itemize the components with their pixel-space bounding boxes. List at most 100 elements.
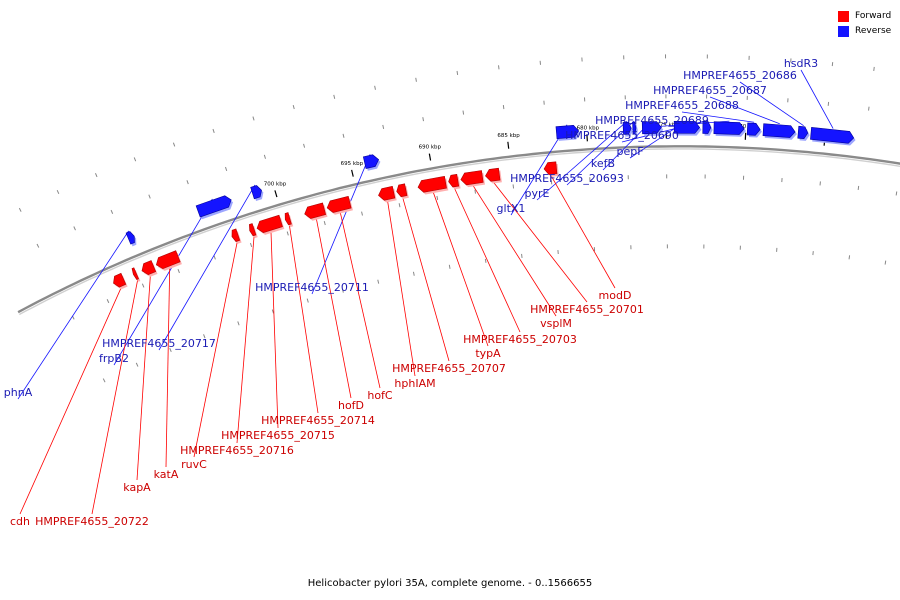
gene-leader	[453, 187, 521, 333]
gene-label-hmpref4655_20703[interactable]: HMPREF4655_20703	[463, 333, 577, 346]
gene-label-kapa[interactable]: kapA	[123, 481, 151, 494]
gene-hmpref4655_20722[interactable]	[131, 267, 141, 282]
gene-leader	[472, 184, 557, 317]
gene-label-pyre[interactable]: pyrE	[525, 187, 550, 200]
gene-label-kefb[interactable]: kefB	[591, 157, 615, 170]
scale-mark	[141, 283, 145, 288]
gene-hmpref4655_20687[interactable]	[762, 123, 797, 140]
gene-phna[interactable]	[125, 231, 137, 247]
gene-arrow	[396, 183, 408, 198]
scale-mark	[448, 264, 451, 269]
gene-label-hmpref4655_20686[interactable]: HMPREF4655_20686	[683, 69, 797, 82]
gene-hmpref4655_20690[interactable]	[702, 121, 713, 136]
legend-swatch-forward	[838, 10, 849, 22]
gene-hofc[interactable]	[326, 195, 353, 215]
gene-label-modd[interactable]: modD	[599, 289, 632, 302]
gene-label-hofc[interactable]: hofC	[367, 389, 393, 402]
gene-hmpref4655_20715[interactable]	[256, 214, 285, 235]
gene-hsdr3[interactable]	[810, 127, 856, 146]
gene-hmpref4655_20703[interactable]	[448, 173, 461, 190]
gene-label-hofd[interactable]: hofD	[338, 399, 364, 412]
gene-hmpref4655_20689[interactable]	[713, 121, 747, 137]
gene-arrow	[378, 185, 396, 201]
gene-kapa[interactable]	[141, 260, 158, 277]
gene-label-hmpref4655_20707[interactable]: HMPREF4655_20707	[392, 362, 506, 375]
gene-pepf[interactable]	[673, 121, 702, 136]
scale-mark	[377, 279, 380, 284]
gene-hmpref4655_20693[interactable]	[632, 121, 638, 137]
gene-hmpref4655_20686[interactable]	[797, 125, 810, 141]
gene-label-ruvc[interactable]: ruvC	[181, 458, 207, 471]
gene-cdh[interactable]	[113, 272, 128, 290]
gene-label-hphiam[interactable]: hphIAM	[394, 377, 435, 390]
gene-hofd[interactable]	[304, 202, 328, 221]
gene-hmpref4655_20701[interactable]	[485, 167, 502, 184]
scale-mark	[292, 105, 295, 110]
gene-frpb2[interactable]	[195, 195, 234, 220]
gene-label-hmpref4655_20689[interactable]: HMPREF4655_20689	[595, 114, 709, 127]
gene-label-hmpref4655_20711[interactable]: HMPREF4655_20711	[255, 281, 369, 294]
gene-kata[interactable]	[155, 250, 182, 271]
gene-label-frpb2[interactable]: frpB2	[99, 352, 129, 365]
scale-mark	[884, 260, 887, 265]
scale-mark	[868, 106, 870, 111]
gene-label-hmpref4655_20716[interactable]: HMPREF4655_20716	[180, 444, 294, 457]
legend-item-forward[interactable]: Forward	[838, 9, 891, 23]
gene-modd[interactable]	[543, 161, 559, 177]
gene-label-hmpref4655_20701[interactable]: HMPREF4655_20701	[530, 303, 644, 316]
gene-label-phna[interactable]: phnA	[4, 386, 33, 399]
legend: Forward Reverse	[838, 9, 891, 39]
kbp-tick-label: 675 kbp	[656, 122, 679, 128]
gene-label-hmpref4655_20714[interactable]: HMPREF4655_20714	[261, 414, 375, 427]
scale-mark	[415, 77, 417, 82]
gene-label-kata[interactable]: katA	[154, 468, 179, 481]
gene-hmpref4655_20711[interactable]	[362, 154, 381, 171]
gene-label-vsplm[interactable]: vsplM	[540, 317, 572, 330]
gene-hmpref4655_20688[interactable]	[746, 122, 762, 138]
gene-kefb[interactable]	[641, 121, 664, 136]
gene-typa[interactable]	[417, 175, 449, 195]
scale-mark	[56, 189, 60, 194]
gene-arrow	[797, 125, 809, 140]
scale-mark	[323, 220, 326, 226]
gene-hmpref4655_20717[interactable]	[250, 185, 264, 201]
gene-ruvc[interactable]	[231, 228, 242, 244]
kbp-tick	[351, 169, 354, 177]
gene-leader	[339, 211, 381, 389]
gene-label-cdh[interactable]: cdh	[10, 515, 30, 528]
gene-leader	[17, 230, 129, 400]
gene-label-hmpref4655_20687[interactable]: HMPREF4655_20687	[653, 84, 767, 97]
gene-arrow	[460, 170, 484, 186]
gene-pyre[interactable]	[622, 121, 633, 137]
gene-label-hmpref4655_20693[interactable]: HMPREF4655_20693	[510, 172, 624, 185]
gene-label-hmpref4655_20690[interactable]: HMPREF4655_20690	[565, 129, 679, 142]
legend-label-forward: Forward	[855, 11, 892, 21]
gene-arrow	[231, 228, 241, 242]
gene-hmpref4655_20716[interactable]	[249, 223, 258, 239]
gene-leader	[739, 81, 804, 126]
gene-label-hmpref4655_20715[interactable]: HMPREF4655_20715	[221, 429, 335, 442]
gene-label-hmpref4655_20717[interactable]: HMPREF4655_20717	[102, 337, 216, 350]
gene-arrow	[131, 267, 139, 280]
gene-label-hsdr3[interactable]: hsdR3	[784, 57, 818, 70]
kbp-tick-label: 685 kbp	[497, 133, 520, 139]
gene-gltx1[interactable]	[555, 124, 581, 141]
scale-mark	[848, 255, 851, 260]
scale-mark	[341, 288, 344, 293]
gene-hmpref4655_20707[interactable]	[396, 183, 409, 199]
gene-arrow	[362, 154, 380, 169]
gene-label-hmpref4655_20722[interactable]: HMPREF4655_20722	[35, 515, 149, 528]
gene-label-gltx1[interactable]: gltX1	[497, 202, 526, 215]
gene-hphiam[interactable]	[378, 185, 397, 203]
gene-label-typa[interactable]: typA	[475, 347, 501, 360]
gene-vsplm[interactable]	[460, 170, 486, 188]
gene-arrow	[810, 127, 855, 144]
gene-label-hmpref4655_20688[interactable]: HMPREF4655_20688	[625, 99, 739, 112]
gene-leader	[165, 267, 171, 468]
gene-leader	[536, 120, 628, 201]
scale-mark	[436, 195, 439, 200]
gene-hmpref4655_20714[interactable]	[284, 212, 294, 228]
gene-label-pepf[interactable]: pepF	[616, 145, 643, 158]
legend-item-reverse[interactable]: Reverse	[838, 24, 891, 38]
